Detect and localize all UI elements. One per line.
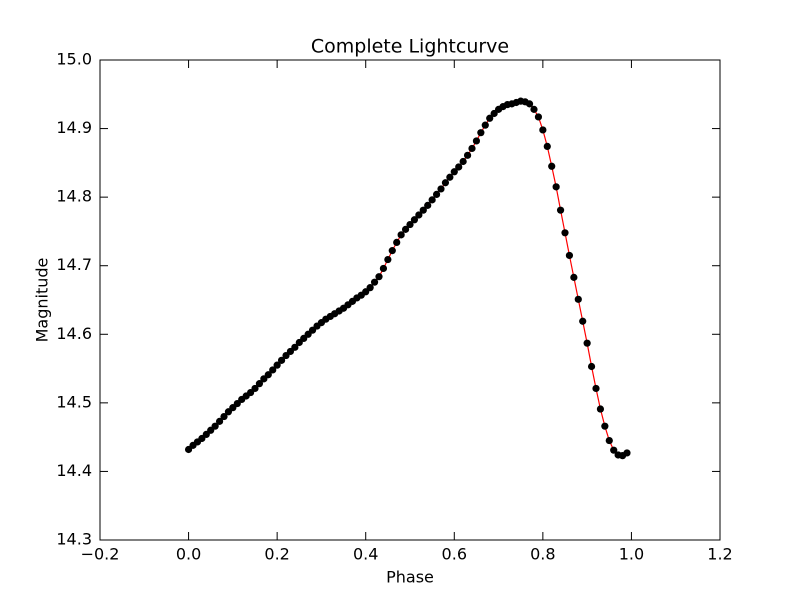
data-point (269, 366, 277, 374)
data-point (277, 356, 286, 364)
data-point (552, 183, 560, 191)
data-point (623, 449, 631, 457)
x-tick-label: 0.4 (353, 545, 378, 564)
data-point (561, 229, 569, 237)
data-point (574, 295, 582, 303)
data-point (592, 384, 600, 393)
x-tick-label: 0.2 (264, 545, 289, 564)
data-point (211, 422, 219, 430)
data-point (486, 114, 494, 122)
data-point (450, 168, 458, 176)
data-point (472, 137, 481, 145)
data-point (570, 273, 578, 281)
data-point (539, 126, 547, 134)
data-point (384, 255, 392, 264)
data-point (291, 343, 299, 351)
data-point (556, 206, 565, 214)
y-tick-label: 14.5 (56, 392, 92, 411)
y-tick-label: 14.7 (56, 255, 92, 274)
data-point (455, 163, 463, 171)
data-point (579, 317, 587, 325)
data-point (565, 251, 574, 260)
y-tick-label: 14.9 (56, 118, 92, 137)
data-point (366, 284, 374, 292)
data-point (255, 380, 264, 388)
x-tick-label: 1.2 (707, 545, 732, 564)
y-axis-label: Magnitude (33, 258, 52, 343)
data-point (410, 216, 419, 224)
data-point (543, 142, 551, 150)
data-point (397, 231, 405, 239)
data-point (379, 264, 388, 273)
data-point (610, 446, 618, 454)
data-point (370, 278, 379, 286)
chart-title: Complete Lightcurve (311, 36, 509, 58)
data-point (583, 339, 591, 347)
x-tick-label: 1.0 (619, 545, 644, 564)
data-point (530, 105, 538, 113)
data-point (477, 129, 485, 137)
y-tick-label: 15.0 (56, 50, 92, 69)
data-point (601, 422, 609, 430)
data-point (251, 384, 259, 393)
data-point (534, 113, 543, 121)
data-point (596, 405, 605, 413)
data-point (548, 162, 556, 170)
data-point (406, 220, 414, 229)
plot-frame (99, 59, 721, 541)
data-point (428, 196, 436, 204)
data-point (215, 417, 224, 425)
data-point (587, 362, 596, 371)
data-point (264, 371, 272, 379)
data-point (446, 173, 454, 181)
y-tick-label: 14.3 (56, 530, 92, 549)
y-tick-label: 14.8 (56, 187, 92, 206)
data-point (525, 100, 534, 108)
x-tick-label: −0.2 (81, 545, 120, 564)
x-tick-label: 0.6 (442, 545, 467, 564)
data-point (441, 179, 450, 187)
data-point (415, 211, 423, 219)
y-tick-label: 14.6 (56, 324, 92, 343)
data-point (468, 144, 476, 153)
data-point (375, 273, 383, 281)
data-point (463, 151, 472, 159)
data-point (419, 206, 427, 214)
data-point (432, 190, 441, 198)
x-tick-label: 0.0 (176, 545, 201, 564)
y-tick-label: 14.4 (56, 461, 92, 480)
data-point (459, 157, 467, 166)
data-point (605, 436, 613, 445)
data-point (424, 201, 432, 209)
x-axis-label: Phase (386, 568, 434, 587)
data-point (388, 247, 396, 255)
data-point (273, 361, 281, 369)
data-point (393, 238, 401, 246)
data-point (220, 412, 228, 421)
data-point (437, 185, 445, 193)
x-tick-label: 0.8 (530, 545, 555, 564)
data-point (481, 121, 489, 129)
data-point (401, 225, 410, 233)
